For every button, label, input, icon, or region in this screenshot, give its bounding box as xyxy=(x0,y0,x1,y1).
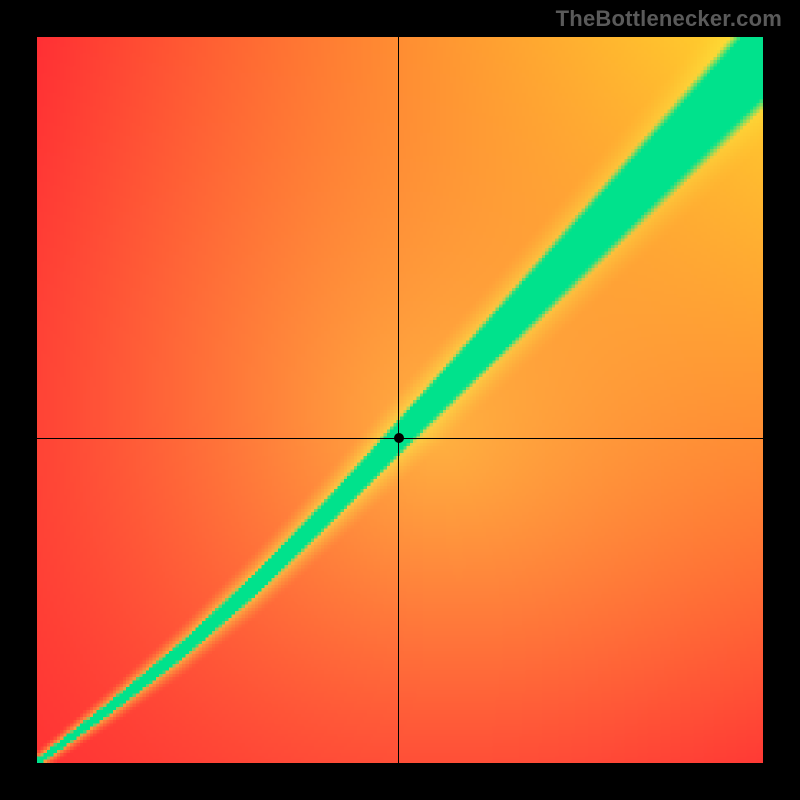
crosshair-vertical xyxy=(398,37,399,763)
heatmap-canvas xyxy=(37,37,763,763)
heatmap-plot xyxy=(37,37,763,763)
watermark-text: TheBottlenecker.com xyxy=(556,6,782,32)
